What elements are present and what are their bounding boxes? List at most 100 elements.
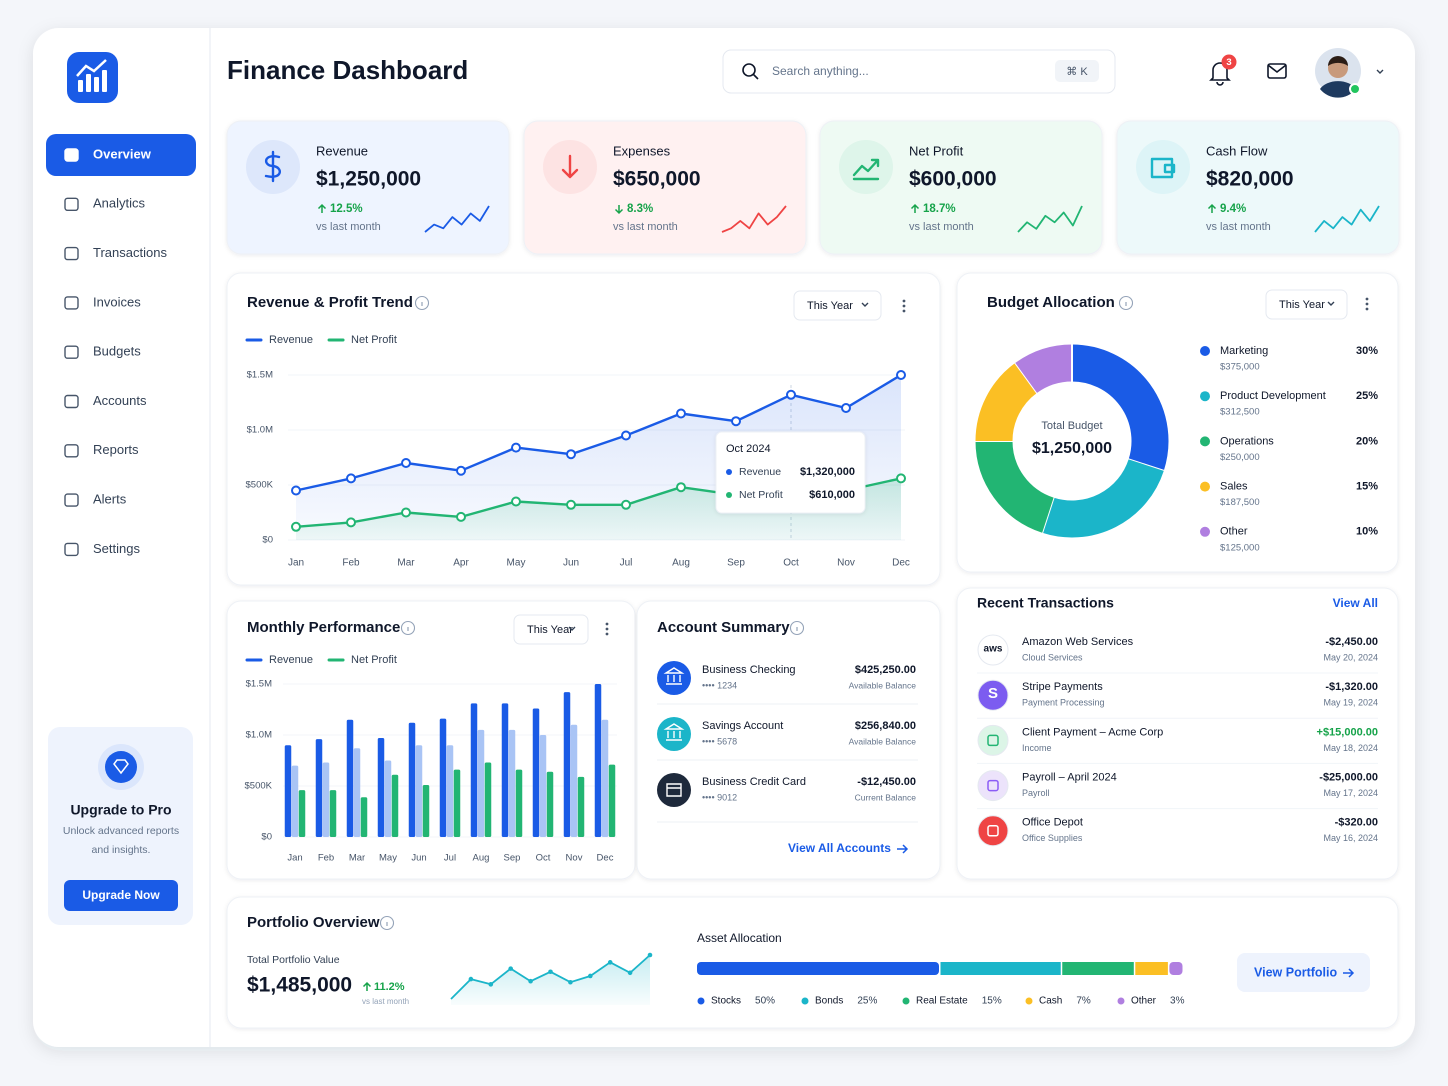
nav-item[interactable]: Budgets xyxy=(93,344,141,359)
legend-label: Product Development xyxy=(1220,390,1326,402)
portfolio-button[interactable] xyxy=(1237,953,1370,992)
kpi-label: Expenses xyxy=(613,143,671,158)
filter-button[interactable] xyxy=(793,290,882,321)
upgrade-button[interactable] xyxy=(64,880,178,911)
x-tick-label: Mar xyxy=(397,558,415,569)
search-icon-handle xyxy=(752,73,759,80)
x-tick-label: Nov xyxy=(566,853,583,864)
tooltip-dot xyxy=(726,492,732,498)
bar xyxy=(391,774,399,837)
bar xyxy=(515,769,523,837)
kpi-icon-tint xyxy=(1136,140,1190,194)
x-tick-label: Jul xyxy=(444,853,456,864)
legend-value: 15% xyxy=(982,996,1002,1007)
account-balance: -$12,450.00 xyxy=(857,776,916,788)
filter-label: This Year xyxy=(527,624,573,636)
bar xyxy=(439,718,447,837)
nav-icon xyxy=(64,394,79,409)
point xyxy=(841,403,851,413)
menu-dot xyxy=(605,627,609,631)
logo[interactable] xyxy=(67,52,118,103)
nav-icon xyxy=(64,296,79,310)
portfolio-point xyxy=(528,978,533,984)
search-box[interactable] xyxy=(722,49,1116,94)
account-name: Savings Account xyxy=(702,720,783,732)
mail-icon[interactable] xyxy=(1267,63,1287,79)
donut-segment xyxy=(1015,344,1073,394)
point xyxy=(786,389,796,400)
legend-dot xyxy=(1200,481,1210,492)
x-tick-label: May xyxy=(507,558,526,569)
legend-value: 10% xyxy=(1356,526,1378,538)
account-balance: $425,250.00 xyxy=(855,664,916,676)
transaction-amount: +$15,000.00 xyxy=(1317,726,1378,738)
nav-item[interactable]: Transactions xyxy=(93,245,167,260)
tooltip-title: Oct 2024 xyxy=(726,443,771,455)
kpi-sparkline xyxy=(1314,205,1380,233)
nav-item[interactable]: Overview xyxy=(93,146,152,161)
portfolio-total-label: Total Portfolio Value xyxy=(247,954,340,966)
nav-item[interactable]: Accounts xyxy=(93,393,147,408)
point xyxy=(291,485,301,496)
bar xyxy=(353,748,361,837)
change-arrow xyxy=(1207,203,1217,213)
tooltip-series: Net Profit xyxy=(739,489,783,501)
card-title: Budget Allocation xyxy=(987,294,1115,311)
link[interactable]: View All xyxy=(1333,596,1378,610)
point xyxy=(896,370,906,380)
transaction-icon xyxy=(977,815,1009,847)
legend-value: 3% xyxy=(1170,996,1185,1007)
nav-icon xyxy=(64,444,79,458)
diamond-icon xyxy=(113,759,129,775)
portfolio-point xyxy=(607,960,613,965)
nav-item[interactable]: Reports xyxy=(93,442,139,457)
point xyxy=(346,517,356,528)
donut-segment xyxy=(975,362,1038,442)
card-title: Portfolio Overview xyxy=(247,914,380,931)
account-balance: $256,840.00 xyxy=(855,720,916,732)
transaction-glyph xyxy=(987,734,999,747)
transaction-name: Amazon Web Services xyxy=(1022,636,1134,648)
point xyxy=(621,430,631,441)
transaction-date: May 17, 2024 xyxy=(1323,788,1378,798)
kpi-change: 8.3% xyxy=(627,203,653,215)
bar xyxy=(594,684,602,837)
nav-item[interactable]: Settings xyxy=(93,541,140,556)
filter-button[interactable] xyxy=(1265,289,1348,320)
legend-value: 25% xyxy=(1356,390,1378,402)
transaction-category: Payroll xyxy=(1022,788,1050,798)
kpi-icon xyxy=(852,158,880,181)
nav-active[interactable] xyxy=(46,134,196,176)
bar xyxy=(508,729,516,837)
nav-item[interactable]: Alerts xyxy=(93,492,127,507)
menu-dot xyxy=(605,632,609,636)
donut-segment xyxy=(975,440,1055,533)
link[interactable]: View All Accounts xyxy=(788,841,891,855)
allocation-segment xyxy=(1135,962,1168,975)
bar xyxy=(284,745,292,837)
mail-flap xyxy=(1267,64,1287,74)
transaction-amount: -$320.00 xyxy=(1335,817,1378,829)
allocation-segment xyxy=(1169,962,1183,975)
transaction-name: Stripe Payments xyxy=(1022,681,1103,693)
x-tick-label: May xyxy=(379,853,397,864)
nav-icon xyxy=(64,345,79,359)
portfolio-point xyxy=(627,970,633,976)
legend-dot xyxy=(1200,391,1210,402)
point xyxy=(896,473,906,484)
kpi-icon xyxy=(1150,157,1176,179)
point xyxy=(291,521,301,532)
chevron xyxy=(1327,301,1335,306)
account-number: •••• 9012 xyxy=(702,792,737,802)
x-tick-label: Feb xyxy=(318,853,334,864)
shortcut-badge xyxy=(1055,60,1099,82)
nav-item[interactable]: Analytics xyxy=(93,196,146,211)
x-tick-label: Dec xyxy=(597,853,614,864)
upgrade-icon xyxy=(105,751,137,783)
menu-dot xyxy=(902,299,906,303)
change-arrow xyxy=(317,203,327,213)
filter-button[interactable] xyxy=(513,614,589,645)
nav-item[interactable]: Invoices xyxy=(93,294,141,309)
transaction-category: Cloud Services xyxy=(1022,652,1083,662)
bar xyxy=(298,790,306,837)
